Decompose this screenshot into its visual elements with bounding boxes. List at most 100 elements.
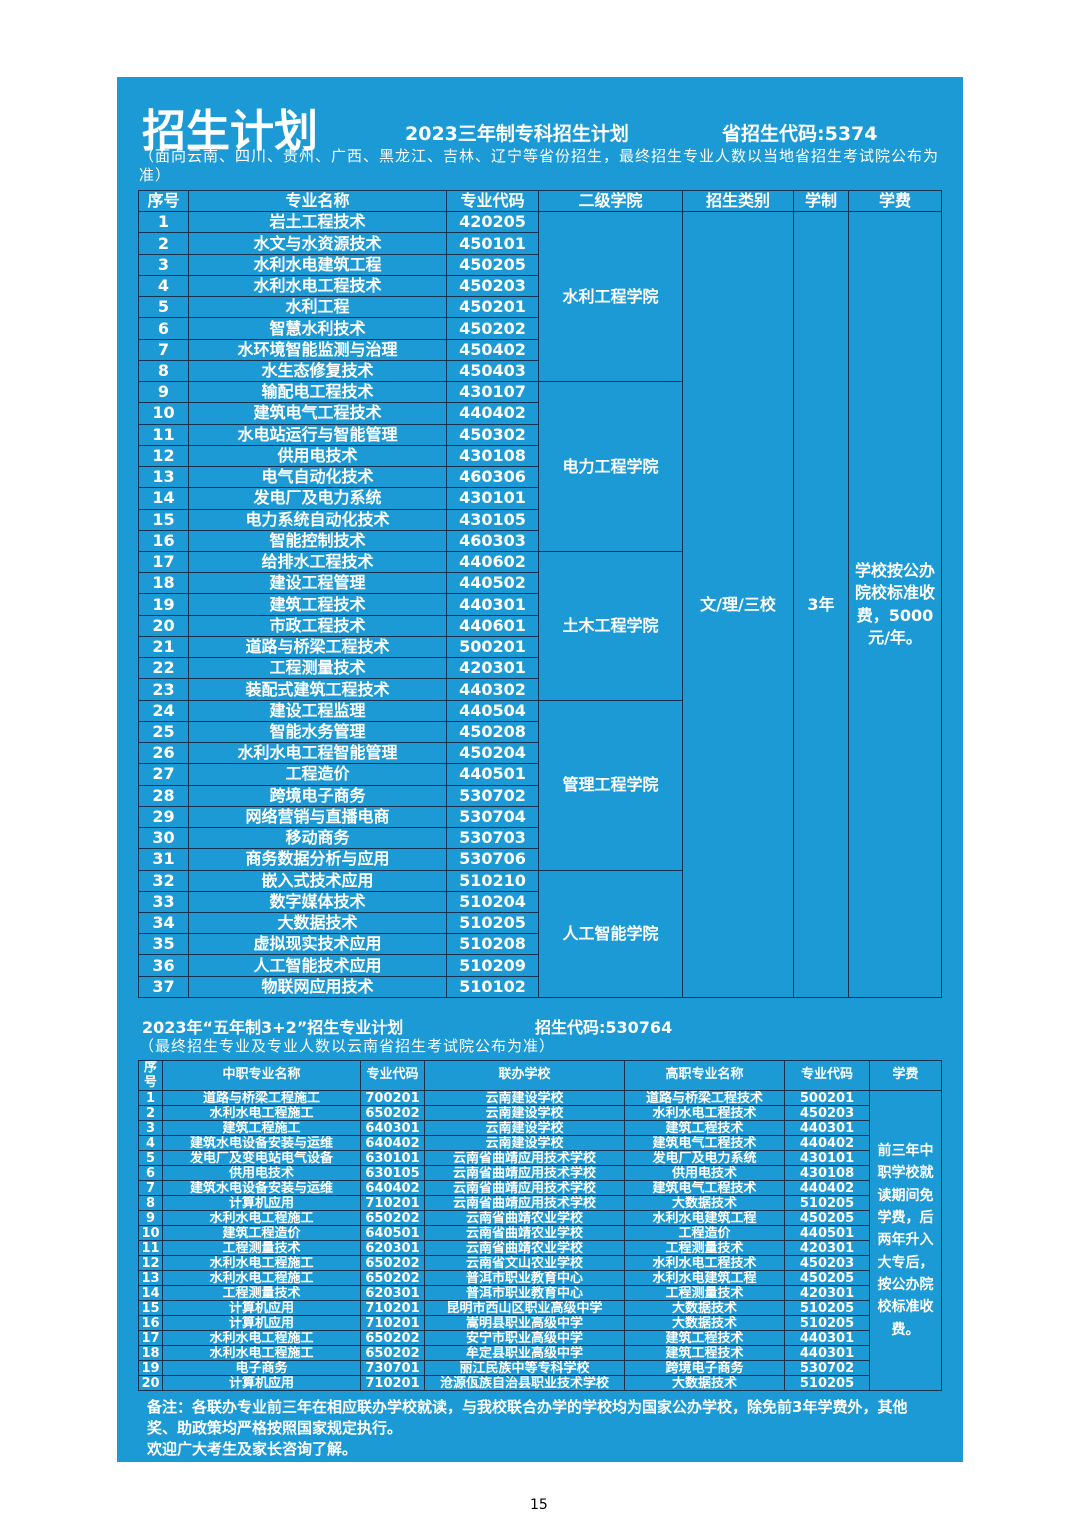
- cell: 人工智能技术应用: [188, 954, 447, 977]
- row: 3 建筑工程施工 640301 云南建设学校 建筑工程技术 440301: [138, 1120, 942, 1136]
- cell: 530704: [446, 805, 539, 829]
- cell: 440601: [446, 614, 539, 637]
- cell: 建筑水电设备安装与运维: [162, 1135, 361, 1151]
- cell: 450208: [446, 720, 539, 744]
- row: 8 水生态修复技术 450403: [138, 359, 942, 383]
- cell: 1: [138, 211, 189, 234]
- cell: 云南建设学校: [424, 1105, 625, 1121]
- row: 27 工程造价 440501: [138, 763, 942, 786]
- cell: 35: [138, 933, 189, 956]
- cell: 19: [138, 593, 189, 616]
- college: 管理工程学院: [538, 699, 683, 871]
- cell: 440502: [446, 572, 539, 595]
- cell: 云南省文山农业学校: [424, 1255, 625, 1271]
- cell: 420301: [784, 1240, 870, 1256]
- cell: 4: [138, 274, 189, 298]
- cell: 31: [138, 848, 189, 871]
- cell: 丽江民族中等专科学校: [424, 1360, 625, 1376]
- college: 人工智能学院: [538, 869, 683, 998]
- cell: 510205: [784, 1195, 870, 1211]
- section-note: （最终招生专业及专业人数以云南省招生考试院公布为准）: [139, 1037, 556, 1055]
- cell: 道路与桥梁工程施工: [162, 1090, 361, 1106]
- cell: 13: [138, 466, 189, 489]
- cell: 大数据技术: [188, 911, 447, 935]
- cell: 网络营销与直播电商: [188, 805, 447, 829]
- cell: 数字媒体技术: [188, 890, 447, 913]
- row: 29 网络营销与直播电商 530704: [138, 805, 942, 829]
- row: 12 水利水电工程施工 650202 云南省文山农业学校 水利水电工程技术 450203: [138, 1255, 942, 1271]
- cell: 18: [138, 572, 189, 595]
- cell: 510205: [784, 1300, 870, 1316]
- cell: 工程测量技术: [624, 1285, 785, 1301]
- cell: 530703: [446, 827, 539, 850]
- cell: 水利水电工程施工: [162, 1255, 361, 1271]
- cell: 工程造价: [188, 763, 447, 786]
- cell: 建筑工程技术: [624, 1345, 785, 1361]
- column-header: 中职专业名称: [162, 1060, 361, 1091]
- cell: 450205: [446, 253, 539, 276]
- cell: 530706: [446, 848, 539, 871]
- panel: 招生计划 2023三年制专科招生计划 省招生代码:5374 （面向云南、四川、贵…: [117, 77, 963, 1462]
- cell: 水电站运行与智能管理: [188, 423, 447, 446]
- cell: 8: [138, 1195, 163, 1211]
- cell: 移动商务: [188, 827, 447, 850]
- row: 37 物联网应用技术 510102: [138, 975, 942, 998]
- cell: 云南省曲靖农业学校: [424, 1210, 625, 1226]
- cell: 7: [138, 1180, 163, 1196]
- cell: 智能控制技术: [188, 529, 447, 552]
- cell: 28: [138, 784, 189, 807]
- cell: 云南省曲靖应用技术学校: [424, 1180, 625, 1196]
- cell: 430108: [784, 1165, 870, 1181]
- cell: 450202: [446, 317, 539, 340]
- cell: 17: [138, 1330, 163, 1346]
- cell: 430108: [446, 444, 539, 468]
- cell: 建筑水电设备安装与运维: [162, 1180, 361, 1196]
- cell: 电气自动化技术: [188, 466, 447, 489]
- header-row: 序号 中职专业名称 专业代码 联办学校 高职专业名称 专业代码 学费: [138, 1060, 942, 1091]
- cell: 水利水电工程技术: [624, 1105, 785, 1121]
- cell: 29: [138, 805, 189, 829]
- row: 30 移动商务 530703: [138, 827, 942, 850]
- cell: 450402: [446, 338, 539, 361]
- cell: 12: [138, 1255, 163, 1271]
- cell: 水利水电建筑工程: [188, 253, 447, 276]
- cell: 水利水电工程施工: [162, 1210, 361, 1226]
- cell: 440602: [446, 550, 539, 574]
- cell: 智慧水利技术: [188, 317, 447, 340]
- row: 23 装配式建筑工程技术 440302: [138, 678, 942, 701]
- cell: 工程测量技术: [162, 1285, 361, 1301]
- cell: 云南建设学校: [424, 1090, 625, 1106]
- cell: 450203: [784, 1105, 870, 1121]
- cell: 11: [138, 1240, 163, 1256]
- cell: 640301: [360, 1120, 425, 1136]
- cell: 10: [138, 402, 189, 425]
- cell: 16: [138, 529, 189, 552]
- cell: 440302: [446, 678, 539, 701]
- row: 10 建筑电气工程技术 440402: [138, 402, 942, 425]
- cell: 25: [138, 720, 189, 744]
- cell: 19: [138, 1360, 163, 1376]
- cell: 16: [138, 1315, 163, 1331]
- cell: 26: [138, 742, 189, 765]
- column-header: 学制: [793, 189, 849, 213]
- cell: 640402: [360, 1180, 425, 1196]
- cell: 500201: [446, 635, 539, 659]
- row: 20 计算机应用 710201 沧源佤族自治县职业技术学校 大数据技术 510205: [138, 1375, 942, 1391]
- cell: 普洱市职业教育中心: [424, 1285, 625, 1301]
- cell: 云南建设学校: [424, 1120, 625, 1136]
- cell: 36: [138, 954, 189, 977]
- column-header: 专业代码: [784, 1060, 870, 1091]
- cell: 水利水电工程施工: [162, 1105, 361, 1121]
- cell: 6: [138, 1165, 163, 1181]
- cell: 水利水电工程技术: [624, 1255, 785, 1271]
- table-five-year: 序号 中职专业名称 专业代码 联办学校 高职专业名称 专业代码 学费 1 道路与桥梁工程施工 70…: [138, 1060, 942, 1391]
- row: 24 建设工程监理 440504 管理工程学院: [138, 699, 942, 871]
- cell: 700201: [360, 1090, 425, 1106]
- row: 7 水环境智能监测与治理 450402: [138, 338, 942, 361]
- cell: 供用电技术: [624, 1165, 785, 1181]
- cell: 440501: [446, 763, 539, 786]
- cell: 供用电技术: [188, 444, 447, 468]
- cell: 建筑电气工程技术: [624, 1135, 785, 1151]
- cell: 37: [138, 975, 189, 998]
- cell: 建筑工程技术: [188, 593, 447, 616]
